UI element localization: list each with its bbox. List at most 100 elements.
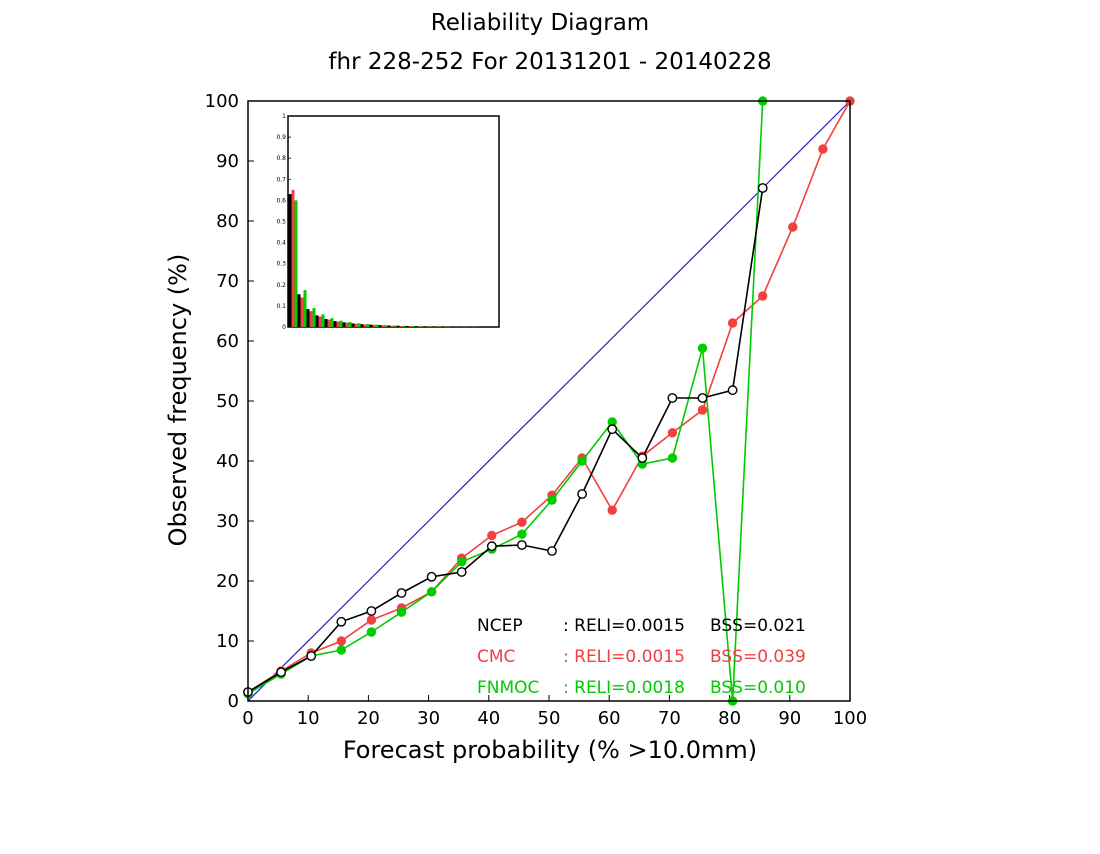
inset-bar-cmc-5 (337, 322, 340, 327)
inset-y-tick-label-1: 0.1 (276, 303, 286, 310)
legend-reli-cmc: : RELI=0.0015 (563, 647, 685, 667)
inset-bar-cmc-8 (364, 324, 367, 327)
point-ncep-2 (307, 652, 315, 660)
chart-title: Reliability Diagram (431, 10, 649, 36)
y-tick-label-60: 60 (216, 331, 239, 352)
inset-y-tick-label-6: 0.6 (276, 197, 286, 204)
x-tick-label-100: 100 (833, 708, 867, 729)
point-fnmoc-3 (337, 646, 345, 654)
y-tick-label-100: 100 (205, 91, 239, 112)
point-cmc-12 (608, 506, 616, 514)
inset-bar-ncep-10 (379, 325, 382, 327)
point-ncep-5 (397, 589, 405, 597)
y-tick-label-30: 30 (216, 511, 239, 532)
point-ncep-7 (458, 568, 466, 576)
y-tick-label-70: 70 (216, 271, 239, 292)
point-ncep-9 (518, 541, 526, 549)
inset-bar-cmc-0 (292, 190, 295, 327)
inset-bar-ncep-7 (352, 323, 355, 327)
inset-bar-cmc-14 (418, 326, 421, 327)
inset-y-tick-label-0: 0 (282, 324, 286, 331)
point-cmc-16 (728, 319, 736, 327)
inset-bar-cmc-6 (346, 323, 349, 327)
y-tick-label-50: 50 (216, 391, 239, 412)
inset-bar-fnmoc-11 (394, 326, 397, 327)
point-ncep-15 (698, 394, 706, 402)
inset-bar-ncep-14 (415, 326, 418, 327)
point-fnmoc-5 (397, 608, 405, 616)
inset-bar-cmc-7 (355, 324, 358, 327)
inset-bar-fnmoc-12 (403, 326, 406, 327)
point-cmc-18 (789, 223, 797, 231)
legend-name-fnmoc: FNMOC (477, 678, 539, 698)
y-tick-label-40: 40 (216, 451, 239, 472)
inset-bar-ncep-1 (298, 294, 301, 327)
legend-reli-fnmoc: : RELI=0.0018 (563, 678, 685, 698)
inset-bar-fnmoc-3 (322, 314, 325, 327)
inset-bar-fnmoc-6 (349, 322, 352, 327)
legend-bss-fnmoc: BSS=0.010 (710, 678, 806, 698)
x-tick-label-50: 50 (538, 708, 561, 729)
inset-y-tick-label-9: 0.9 (276, 134, 286, 141)
y-axis-label: Observed frequency (%) (164, 254, 192, 547)
point-cmc-15 (698, 406, 706, 414)
inset-bar-fnmoc-8 (367, 324, 370, 327)
inset-bar-ncep-11 (388, 326, 391, 327)
x-tick-label-70: 70 (658, 708, 681, 729)
inset-bar-fnmoc-0 (295, 200, 298, 327)
inset-bar-fnmoc-10 (385, 325, 388, 327)
inset-bar-ncep-5 (334, 321, 337, 327)
inset-bar-fnmoc-14 (421, 326, 424, 327)
point-ncep-12 (608, 425, 616, 433)
point-fnmoc-4 (367, 628, 375, 636)
inset-bar-cmc-9 (373, 325, 376, 327)
x-tick-label-90: 90 (778, 708, 801, 729)
x-tick-label-60: 60 (598, 708, 621, 729)
inset-bar-ncep-4 (325, 319, 328, 327)
inset-bar-cmc-4 (328, 320, 331, 327)
inset-bar-ncep-8 (361, 324, 364, 327)
y-tick-label-90: 90 (216, 151, 239, 172)
inset-bar-cmc-13 (409, 326, 412, 327)
point-cmc-19 (819, 145, 827, 153)
point-ncep-1 (277, 668, 285, 676)
inset-bar-fnmoc-1 (304, 290, 307, 327)
inset-frame (288, 116, 499, 327)
inset-y-tick-label-2: 0.2 (276, 282, 286, 289)
point-ncep-11 (578, 490, 586, 498)
inset-bar-ncep-15 (424, 326, 427, 327)
point-fnmoc-10 (548, 496, 556, 504)
y-tick-label-0: 0 (228, 691, 239, 712)
legend-bss-ncep: BSS=0.021 (710, 616, 806, 636)
point-ncep-13 (638, 454, 646, 462)
point-fnmoc-11 (578, 457, 586, 465)
point-ncep-4 (367, 607, 375, 615)
inset-y-tick-label-5: 0.5 (276, 219, 286, 226)
y-tick-label-80: 80 (216, 211, 239, 232)
point-fnmoc-14 (668, 454, 676, 462)
point-fnmoc-6 (427, 588, 435, 596)
point-fnmoc-15 (698, 344, 706, 352)
inset-bar-ncep-6 (343, 322, 346, 327)
inset-bar-ncep-0 (289, 194, 292, 327)
point-fnmoc-7 (458, 558, 466, 566)
inset-histogram: 00.10.20.30.40.50.60.70.80.91 (276, 113, 499, 331)
legend-bss-cmc: BSS=0.039 (710, 647, 806, 667)
inset-bar-fnmoc-13 (412, 326, 415, 327)
point-ncep-14 (668, 394, 676, 402)
x-tick-label-10: 10 (297, 708, 320, 729)
point-ncep-17 (759, 184, 767, 192)
point-cmc-14 (668, 429, 676, 437)
y-tick-label-20: 20 (216, 571, 239, 592)
inset-bar-fnmoc-7 (358, 323, 361, 327)
inset-y-tick-label-8: 0.8 (276, 155, 286, 162)
inset-bar-ncep-2 (307, 309, 310, 327)
inset-y-tick-label-3: 0.3 (276, 261, 286, 268)
inset-bar-cmc-1 (301, 297, 304, 327)
x-tick-label-0: 0 (242, 708, 253, 729)
x-tick-label-30: 30 (417, 708, 440, 729)
inset-y-tick-label-7: 0.7 (276, 176, 286, 183)
point-cmc-9 (518, 518, 526, 526)
